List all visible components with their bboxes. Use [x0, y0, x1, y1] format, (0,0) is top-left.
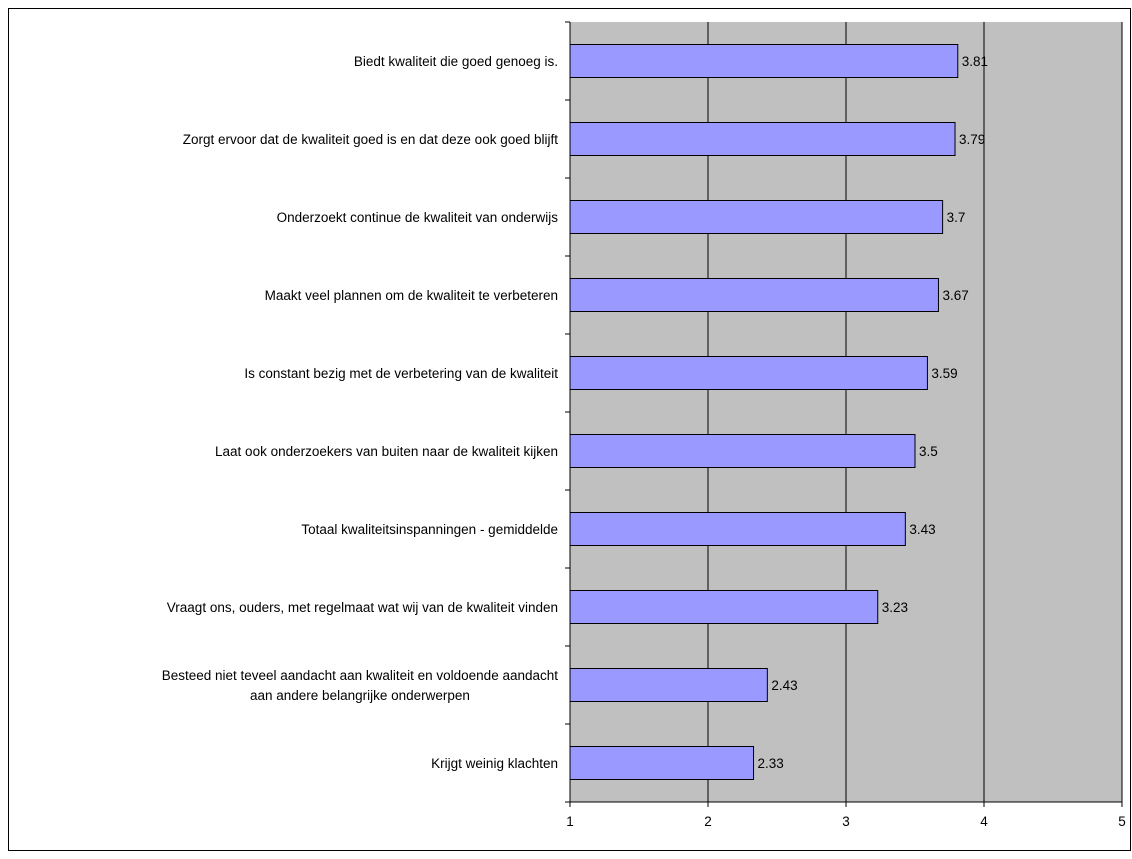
- data-label: 3.67: [942, 288, 968, 303]
- category-label: Krijgt weinig klachten: [431, 756, 558, 771]
- bar: [569, 434, 916, 468]
- x-tick-label: 3: [842, 814, 850, 829]
- category-label: aan andere belangrijke onderwerpen: [250, 688, 470, 703]
- data-label: 3.23: [882, 600, 908, 615]
- bar: [569, 44, 959, 78]
- data-label: 3.43: [909, 522, 935, 537]
- bar: [569, 122, 956, 156]
- x-tick-label: 1: [566, 814, 574, 829]
- data-label: 2.43: [771, 678, 797, 693]
- bar: [569, 668, 768, 702]
- category-label: Laat ook onderzoekers van buiten naar de…: [215, 444, 558, 459]
- bar: [569, 590, 879, 624]
- category-label: Besteed niet teveel aandacht aan kwalite…: [162, 668, 559, 683]
- bar: [569, 746, 755, 780]
- category-label: Is constant bezig met de verbetering van…: [244, 366, 558, 381]
- category-label: Vraagt ons, ouders, met regelmaat wat wi…: [167, 600, 558, 615]
- category-label: Maakt veel plannen om de kwaliteit te ve…: [265, 288, 558, 303]
- category-label: Biedt kwaliteit die goed genoeg is.: [354, 54, 558, 69]
- x-tick-label: 5: [1118, 814, 1126, 829]
- bar: [569, 278, 939, 312]
- category-label: Zorgt ervoor dat de kwaliteit goed is en…: [183, 132, 558, 147]
- data-label: 3.59: [931, 366, 957, 381]
- data-label: 3.7: [947, 210, 966, 225]
- data-label: 3.79: [959, 132, 985, 147]
- x-tick-label: 2: [704, 814, 712, 829]
- bar: [569, 512, 906, 546]
- data-label: 3.5: [919, 444, 938, 459]
- x-tick-label: 4: [980, 814, 988, 829]
- data-label: 3.81: [962, 54, 988, 69]
- category-label: Onderzoekt continue de kwaliteit van ond…: [277, 210, 559, 225]
- bar: [569, 356, 928, 390]
- bar: [569, 200, 944, 234]
- data-label: 2.33: [758, 756, 784, 771]
- category-label: Totaal kwaliteitsinspanningen - gemiddel…: [301, 522, 558, 537]
